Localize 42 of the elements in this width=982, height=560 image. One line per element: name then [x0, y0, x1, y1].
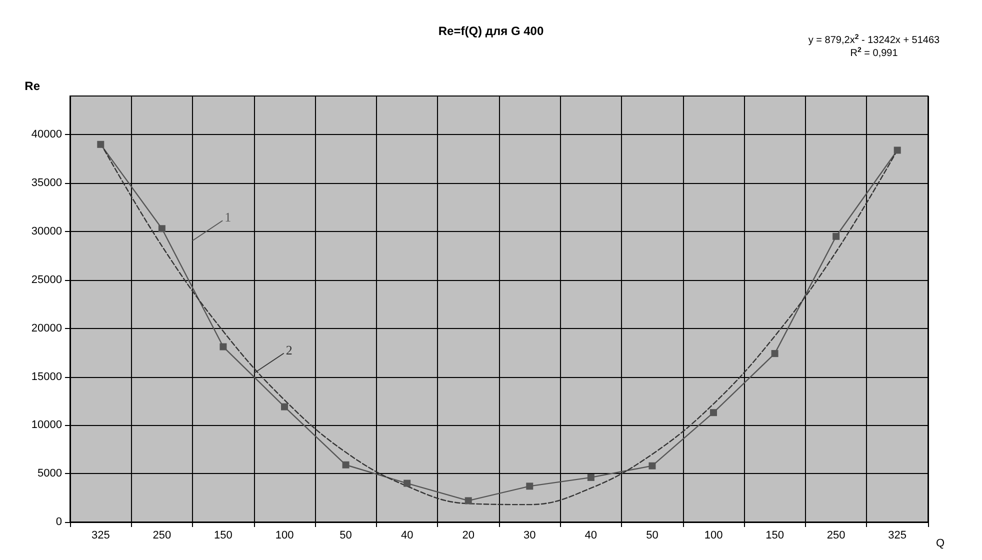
- x-tick-label: 150: [766, 530, 784, 542]
- y-tick-label: 25000: [31, 274, 62, 286]
- text: 2: [286, 342, 292, 358]
- x-tick-label: 250: [826, 530, 846, 542]
- point: [281, 403, 288, 410]
- y-tick-label: 35000: [31, 177, 62, 190]
- point: [342, 461, 350, 468]
- x-tick-label: 250: [152, 530, 172, 542]
- text: 1: [224, 210, 232, 225]
- chart-title: Re=f(Q) для G 400: [438, 24, 544, 38]
- y-tick-label: 30000: [31, 226, 62, 238]
- x-tick-label: 40: [584, 530, 598, 542]
- x-tick-label: 325: [91, 530, 110, 542]
- point: [587, 474, 594, 481]
- x-tick-label: 100: [275, 530, 294, 542]
- x-axis-title: Q: [936, 538, 945, 550]
- y-tick-label: 0: [56, 516, 62, 528]
- x-tick-label: 30: [524, 530, 536, 542]
- x-tick-label: 50: [340, 530, 352, 542]
- point: [771, 350, 778, 358]
- point: [526, 482, 534, 490]
- y-tick-label: 10000: [31, 419, 62, 432]
- point: [894, 146, 901, 154]
- y-tick-label: 40000: [31, 128, 62, 141]
- point: [97, 140, 104, 148]
- x-tick-label: 40: [400, 530, 414, 542]
- point: [464, 497, 472, 504]
- y-tick-label: 5000: [38, 468, 62, 480]
- x-tick-label: 100: [704, 530, 723, 542]
- y-tick-label: 20000: [31, 322, 62, 334]
- x-tick-label: 50: [646, 530, 658, 542]
- y-axis-title: Re: [24, 79, 40, 93]
- y-tick-label: 15000: [31, 370, 62, 383]
- x-tick-label: 150: [214, 530, 232, 542]
- point: [158, 225, 166, 232]
- point: [832, 232, 840, 240]
- point: [404, 480, 411, 487]
- point: [220, 343, 227, 350]
- point: [710, 409, 717, 416]
- point: [648, 462, 656, 470]
- x-tick-label: 325: [888, 530, 907, 542]
- x-tick-label: 20: [462, 530, 474, 542]
